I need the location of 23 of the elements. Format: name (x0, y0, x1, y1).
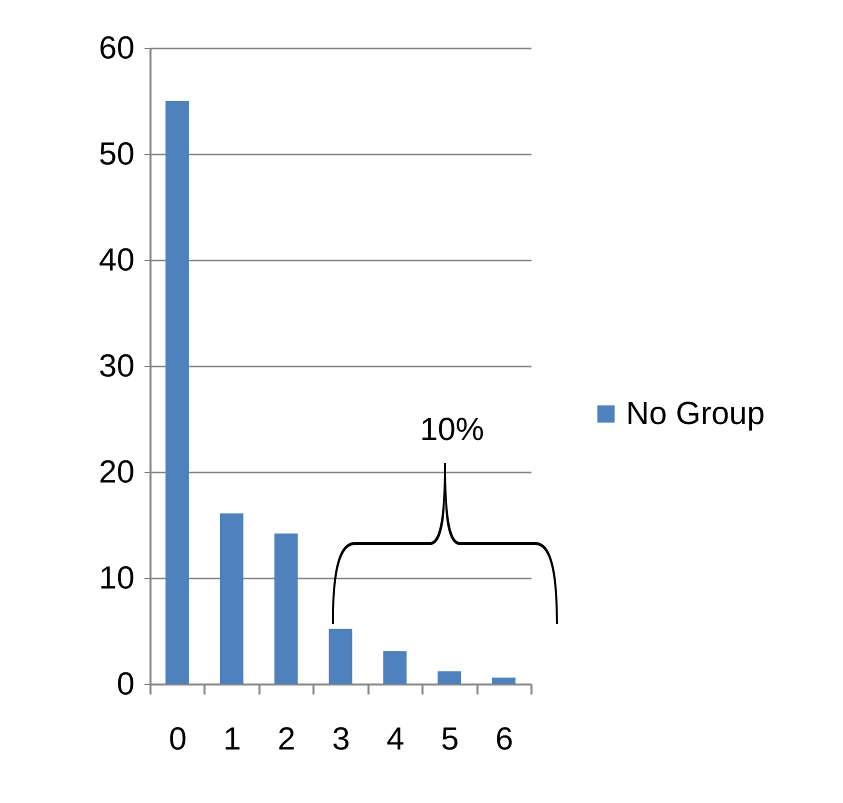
x-tick-label: 1 (223, 720, 242, 756)
y-tick-label: 20 (98, 454, 134, 490)
bar (383, 651, 407, 684)
x-tick-label: 2 (278, 720, 296, 756)
bar (328, 628, 352, 684)
bar (274, 533, 298, 684)
x-tick-label: 4 (386, 720, 404, 756)
bar (438, 671, 462, 684)
bar (220, 513, 244, 684)
bar (492, 678, 516, 684)
annotation: 10% (420, 411, 484, 447)
bar (166, 101, 189, 684)
x-tick-label: 6 (495, 720, 514, 756)
x-tick-label: 0 (168, 720, 187, 756)
x-tick-label: 3 (332, 720, 350, 756)
y-tick-label: 60 (98, 30, 134, 66)
legend-label: No Group (626, 395, 765, 431)
y-tick-label: 0 (116, 666, 134, 702)
y-tick-label: 40 (98, 242, 134, 278)
y-tick-label: 50 (98, 136, 134, 172)
x-tick-label: 5 (440, 720, 459, 756)
y-tick-label: 30 (98, 348, 134, 384)
y-tick-label: 10 (98, 560, 134, 596)
